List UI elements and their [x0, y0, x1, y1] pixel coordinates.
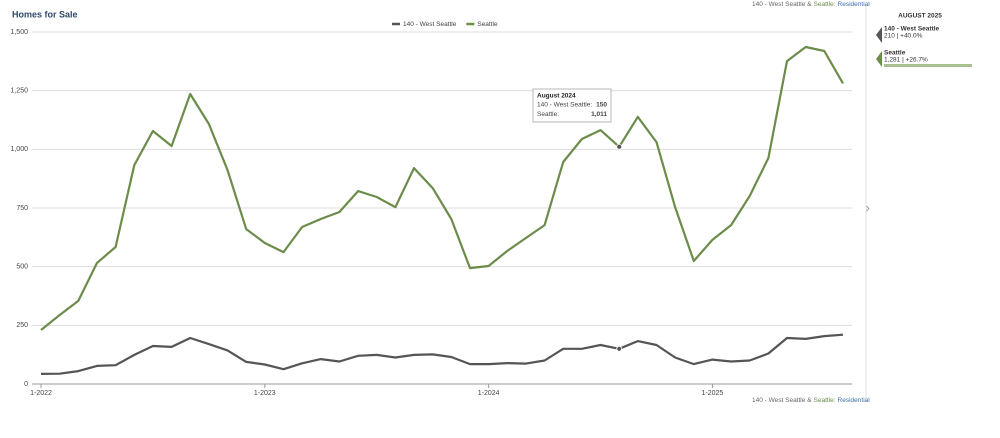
source-part: Seattle: — [814, 1, 836, 8]
panel-name: 140 - West Seattle — [884, 26, 940, 33]
y-tick-label: 1,500 — [10, 29, 28, 36]
y-tick-label: 0 — [24, 381, 28, 388]
panel-pointer — [876, 27, 882, 43]
panel-title: AUGUST 2025 — [898, 13, 942, 20]
tooltip-name: Seattle: — [537, 111, 559, 118]
x-tick-label: 1-2022 — [30, 390, 52, 397]
source-label: 140 - West Seattle & Seattle: Residential — [752, 397, 870, 404]
y-tick-label: 750 — [16, 205, 28, 212]
source-label: 140 - West Seattle & Seattle: Residential — [752, 1, 870, 8]
collapse-arrow — [866, 205, 870, 212]
tooltip-title: August 2024 — [537, 93, 576, 100]
legend-label: Seattle — [477, 21, 498, 28]
tooltip-box — [532, 88, 612, 123]
legend-label: 140 - West Seattle — [403, 21, 457, 28]
y-tick-label: 1,250 — [10, 88, 28, 95]
panel-detail: 1,281 | +26.7% — [884, 57, 928, 64]
panel-pointer — [876, 51, 882, 67]
panel-name: Seattle — [884, 50, 906, 57]
panel-detail: 210 | +40.0% — [884, 33, 923, 40]
tooltip-name: 140 - West Seattle: — [537, 102, 592, 109]
tooltip-value: 1,011 — [591, 111, 607, 118]
y-tick-label: 1,000 — [10, 146, 28, 153]
chart-title: Homes for Sale — [12, 9, 78, 19]
tooltip-value: 150 — [596, 102, 607, 109]
hover-marker — [616, 345, 623, 352]
side-panel — [866, 0, 1000, 433]
series-line — [40, 333, 844, 375]
x-tick-label: 1-2025 — [702, 390, 724, 397]
y-tick-label: 500 — [16, 264, 28, 271]
x-tick-label: 1-2024 — [478, 390, 500, 397]
source-part: Seattle: — [814, 397, 836, 404]
x-tick-label: 1-2023 — [254, 390, 276, 397]
hover-marker — [616, 143, 623, 150]
source-part: 140 - West Seattle & — [752, 1, 812, 8]
source-part: 140 - West Seattle & — [752, 397, 812, 404]
source-part: Residential — [838, 397, 871, 404]
source-part: Residential — [838, 1, 871, 8]
panel-bar — [884, 64, 972, 67]
series-line — [40, 45, 844, 331]
y-tick-label: 250 — [16, 322, 28, 329]
